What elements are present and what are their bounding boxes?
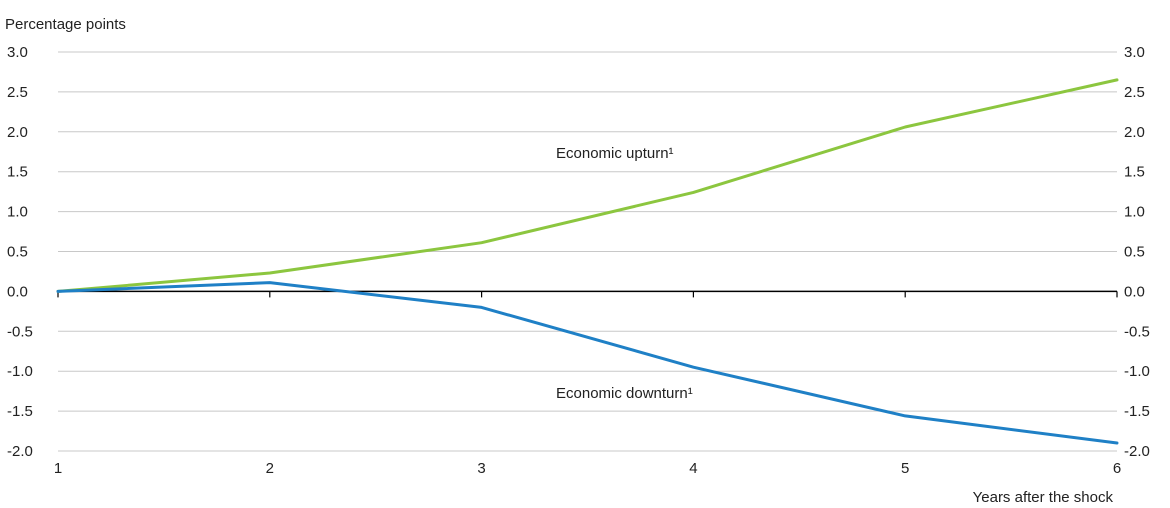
- y-tick-label-right: 1.0: [1124, 204, 1145, 221]
- x-tick-label: 6: [1113, 460, 1121, 477]
- x-tick-label: 2: [266, 460, 274, 477]
- series-line-upturn: [56, 78, 1119, 293]
- x-axis-label: Years after the shock: [973, 489, 1114, 506]
- y-tick-label-left: -0.5: [7, 323, 33, 340]
- x-axis-tick-labels: 1 2 3 4 5 6: [54, 460, 1121, 477]
- y-tick-label-right: 1.5: [1124, 164, 1145, 181]
- x-tick-label: 1: [54, 460, 62, 477]
- y-tick-label-right: 2.0: [1124, 124, 1145, 141]
- y-tick-label-right: -1.0: [1124, 363, 1150, 380]
- y-tick-label-right: -2.0: [1124, 443, 1150, 460]
- y-tick-label-left: -2.0: [7, 443, 33, 460]
- y-tick-label-left: 2.0: [7, 124, 28, 141]
- x-tick-label: 3: [477, 460, 485, 477]
- y-tick-label-right: 3.0: [1124, 44, 1145, 61]
- y-tick-label-left: 0.5: [7, 244, 28, 261]
- x-tick-label: 5: [901, 460, 909, 477]
- y-tick-label-right: 0.5: [1124, 244, 1145, 261]
- y-tick-label-left: 0.0: [7, 283, 28, 300]
- y-tick-label-right: 0.0: [1124, 283, 1145, 300]
- series-line-downturn: [56, 281, 1119, 445]
- y-tick-label-right: -0.5: [1124, 323, 1150, 340]
- gridlines: [58, 51, 1117, 452]
- y-tick-label-left: 2.5: [7, 84, 28, 101]
- x-axis-tick-marks: [57, 291, 1118, 298]
- series-lines: [56, 78, 1119, 445]
- y-tick-label-left: 1.5: [7, 164, 28, 181]
- series-label-downturn: Economic downturn¹: [556, 385, 693, 402]
- y-axis-right-tick-labels: 3.0 2.5 2.0 1.5 1.0 0.5 0.0 -0.5 -1.0 -1.5 -2.0: [1124, 44, 1150, 460]
- y-tick-label-left: 3.0: [7, 44, 28, 61]
- y-tick-label-right: 2.5: [1124, 84, 1145, 101]
- y-tick-label-left: -1.0: [7, 363, 33, 380]
- y-axis-left-tick-labels: 3.0 2.5 2.0 1.5 1.0 0.5 0.0 -0.5 -1.0 -1.5 -2.0: [7, 44, 33, 460]
- x-tick-label: 4: [689, 460, 697, 477]
- y-tick-label-right: -1.5: [1124, 403, 1150, 420]
- y-axis-label: Percentage points: [5, 16, 126, 33]
- y-tick-label-left: 1.0: [7, 204, 28, 221]
- y-tick-label-left: -1.5: [7, 403, 33, 420]
- series-label-upturn: Economic upturn¹: [556, 145, 674, 162]
